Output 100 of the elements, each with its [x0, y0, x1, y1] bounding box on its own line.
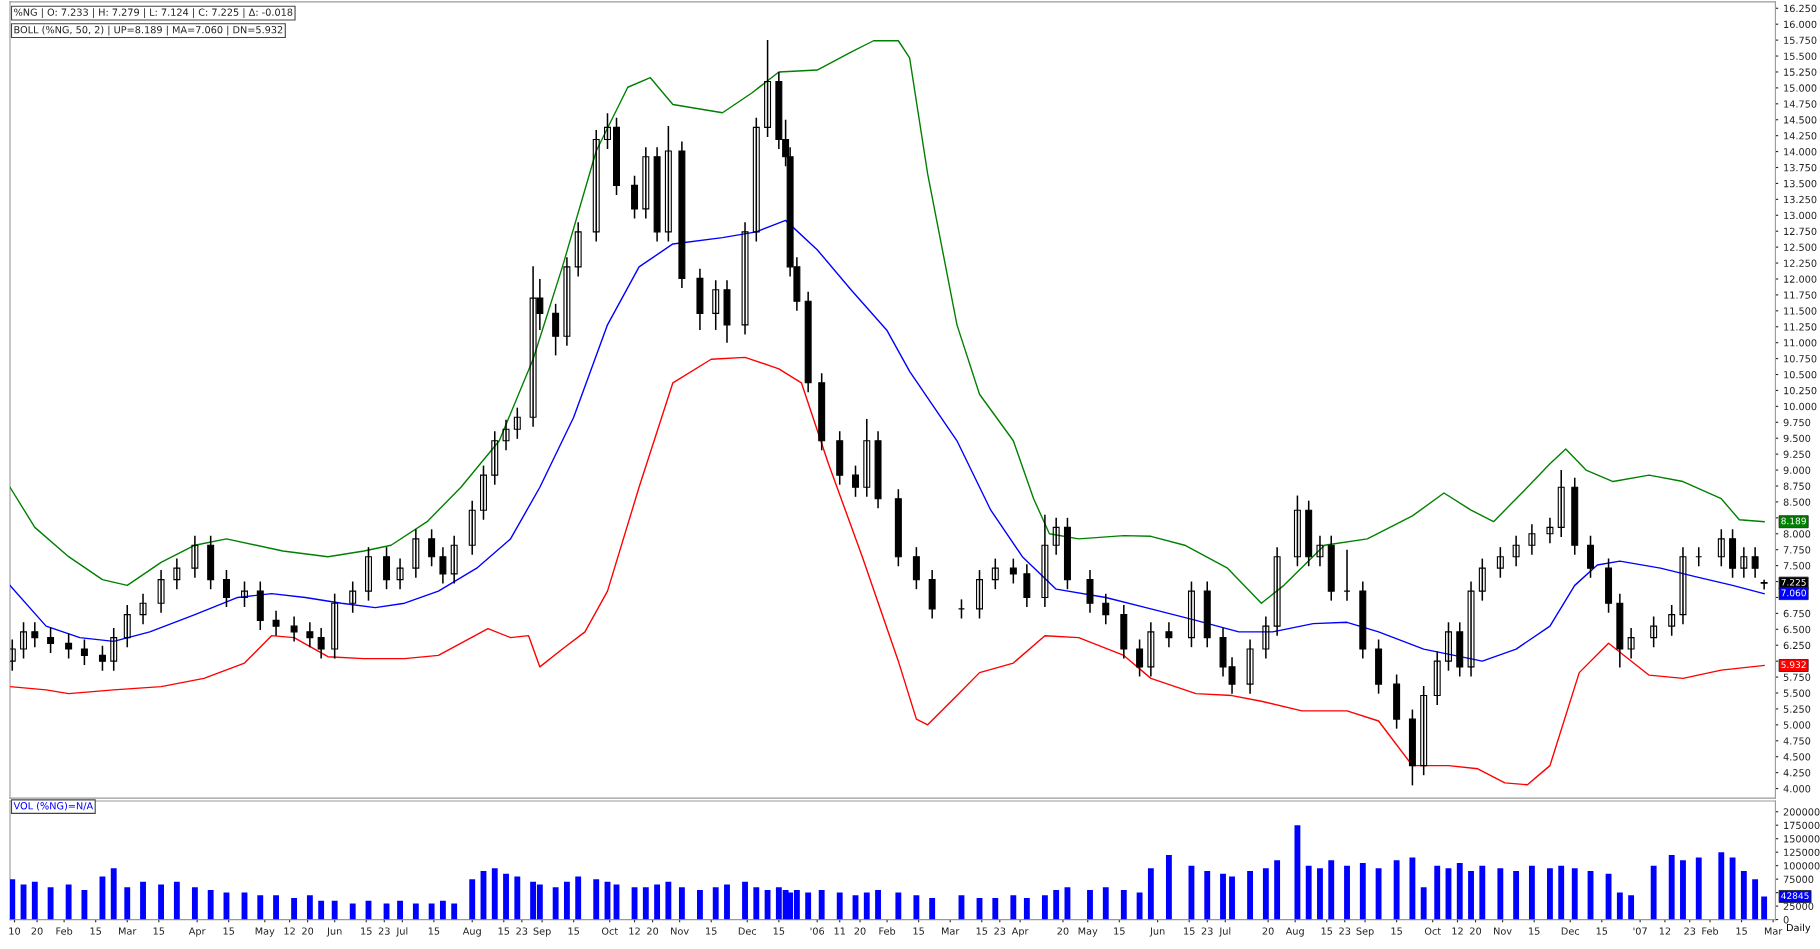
- candlestick: [991, 557, 999, 590]
- bar: [65, 884, 72, 920]
- y-tick-label: 9.750: [1783, 418, 1811, 427]
- y-tick-label: 11.750: [1784, 291, 1817, 299]
- x-tick-label: 12: [1452, 927, 1463, 935]
- candlestick: [1187, 580, 1195, 648]
- candlestick: [664, 125, 672, 243]
- bar: [575, 876, 582, 920]
- bar: [1668, 854, 1675, 920]
- y-tick-label: 200000: [1783, 808, 1820, 816]
- bar: [1204, 871, 1211, 920]
- bar: [836, 892, 843, 920]
- candlestick: [574, 221, 582, 278]
- bar: [1136, 892, 1143, 920]
- candlestick: [642, 146, 650, 220]
- candlestick: [563, 256, 571, 347]
- x-tick-label: 12: [284, 927, 295, 935]
- bar: [1409, 857, 1416, 920]
- candlestick: [1316, 534, 1324, 568]
- bar: [1229, 876, 1235, 920]
- candlestick: [502, 418, 510, 452]
- x-tick-label: Jul: [1218, 927, 1231, 937]
- y-tick-label: 8.750: [1783, 482, 1811, 490]
- candlestick: [290, 615, 298, 643]
- x-tick-label: 20: [1057, 927, 1069, 935]
- bar: [863, 892, 870, 920]
- x-tick-label: 15: [498, 927, 510, 935]
- x-tick-label: 15: [223, 927, 235, 935]
- candlestick: [110, 627, 118, 672]
- candlestick: [631, 175, 639, 220]
- y-tick-label: 13.500: [1784, 179, 1817, 188]
- x-axis-title: Daily: [1787, 923, 1811, 934]
- candlestick: [428, 528, 436, 568]
- bar: [1650, 865, 1657, 920]
- candlestick: [272, 610, 280, 637]
- candlestick: [47, 627, 55, 654]
- x-tick-label: 23: [378, 927, 390, 935]
- x-tick-label: 23: [516, 927, 528, 935]
- bar: [140, 881, 146, 920]
- x-tick-label: Jun: [326, 927, 342, 937]
- candlestick: [191, 534, 199, 579]
- candlestick: [1546, 517, 1554, 545]
- x-tick-label: 15: [1391, 927, 1402, 935]
- bar: [805, 892, 812, 920]
- candlestick: [412, 528, 420, 579]
- bar: [158, 884, 164, 920]
- y-tick-label: 13.750: [1784, 163, 1817, 172]
- y-tick-label: 100000: [1784, 862, 1820, 870]
- candlestick: [712, 279, 720, 331]
- y-tick-label: 4.250: [1783, 769, 1811, 777]
- x-tick-label: 15: [1736, 927, 1747, 935]
- x-tick-label: 12: [629, 927, 640, 935]
- candlestick: [592, 129, 600, 243]
- bar: [451, 903, 458, 920]
- bar: [1628, 895, 1635, 920]
- bar: [349, 903, 356, 920]
- bar: [552, 887, 559, 920]
- bar: [469, 879, 476, 920]
- x-tick-label: Feb: [1702, 927, 1719, 935]
- y-tick-label: 12.000: [1784, 275, 1817, 283]
- x-tick-label: 23: [1684, 927, 1696, 935]
- y-tick-label: 11.500: [1784, 307, 1817, 315]
- bar: [678, 887, 685, 920]
- candlestick: [1717, 528, 1725, 568]
- bar: [1528, 865, 1535, 920]
- bar: [1247, 871, 1253, 920]
- candlestick: [317, 627, 325, 660]
- y-tick-label: 8.000: [1783, 530, 1811, 538]
- y-tick-label: 75000: [1783, 875, 1814, 883]
- y-tick-label: 13.250: [1784, 195, 1817, 204]
- bar: [563, 881, 570, 920]
- bar: [712, 887, 719, 920]
- bar: [724, 884, 730, 920]
- candlestick: [1467, 580, 1475, 678]
- candlestick: [1343, 548, 1351, 602]
- candlestick: [1009, 557, 1017, 585]
- x-tick-label: 20: [854, 927, 866, 935]
- y-tick-label: 16.000: [1784, 20, 1817, 29]
- y-tick-label: 5.500: [1783, 689, 1811, 697]
- bar: [291, 898, 298, 920]
- bar: [1262, 868, 1269, 920]
- bar: [273, 895, 279, 920]
- x-tick-label: '06: [810, 927, 825, 935]
- bar: [191, 887, 198, 920]
- bar: [257, 895, 264, 920]
- bar: [895, 892, 902, 920]
- y-tick-label: 15.250: [1784, 68, 1817, 76]
- candlestick: [976, 569, 984, 620]
- x-tick-label: '07: [1633, 927, 1647, 935]
- y-tick-label: 11.000: [1784, 339, 1817, 347]
- bar: [1087, 889, 1093, 920]
- x-tick-label: 15: [976, 927, 988, 935]
- x-tick-label: Mar: [1764, 927, 1783, 935]
- x-tick-label: 23: [1339, 927, 1351, 935]
- x-tick-label: 20: [31, 927, 43, 935]
- x-tick-label: 15: [1184, 927, 1195, 935]
- y-tick-label: 14.250: [1784, 132, 1817, 140]
- line-series: [10, 356, 1765, 786]
- candlestick: [1478, 557, 1486, 602]
- candlestick: [1041, 513, 1049, 608]
